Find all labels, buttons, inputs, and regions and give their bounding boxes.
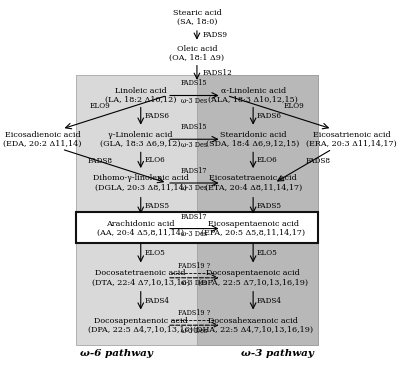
Text: Oleic acid
(OA, 18:1 Δ9): Oleic acid (OA, 18:1 Δ9) bbox=[169, 45, 224, 62]
Text: ELO5: ELO5 bbox=[257, 249, 277, 257]
Text: ω-3 Des: ω-3 Des bbox=[181, 141, 208, 149]
Text: FADS19 ?: FADS19 ? bbox=[178, 309, 210, 317]
Text: Eicosatetraenoic acid
(ETA, 20:4 Δ8,11,14,17): Eicosatetraenoic acid (ETA, 20:4 Δ8,11,1… bbox=[204, 175, 302, 191]
Text: FADS17: FADS17 bbox=[181, 213, 208, 221]
Text: FADS4: FADS4 bbox=[144, 296, 169, 305]
Text: Arachidonic acid
(AA, 20:4 Δ5,8,11,14): Arachidonic acid (AA, 20:4 Δ5,8,11,14) bbox=[97, 220, 184, 237]
Text: FADS12: FADS12 bbox=[202, 69, 232, 77]
Text: Docosapentaenoic acid
(DPA, 22:5 Δ4,7,10,13,16): Docosapentaenoic acid (DPA, 22:5 Δ4,7,10… bbox=[88, 317, 193, 334]
Text: FADS8: FADS8 bbox=[88, 157, 113, 165]
Text: FADS6: FADS6 bbox=[144, 112, 169, 120]
Text: FADS15: FADS15 bbox=[181, 79, 208, 87]
Text: ω-3 Des: ω-3 Des bbox=[181, 184, 208, 193]
Text: Docosapentaenoic acid
(DPA, 22:5 Δ7,10,13,16,19): Docosapentaenoic acid (DPA, 22:5 Δ7,10,1… bbox=[198, 269, 308, 287]
Text: Eicosadienoic acid
(EDA, 20:2 Δ11,14): Eicosadienoic acid (EDA, 20:2 Δ11,14) bbox=[3, 131, 82, 148]
Bar bbox=[76, 212, 318, 243]
Text: Stearidonic acid
(SDA, 18:4 Δ6,9,12,15): Stearidonic acid (SDA, 18:4 Δ6,9,12,15) bbox=[206, 131, 300, 148]
Text: ω-6 pathway: ω-6 pathway bbox=[80, 349, 153, 358]
Text: Stearic acid
(SA, 18:0): Stearic acid (SA, 18:0) bbox=[172, 8, 221, 26]
Text: Linoleic acid
(LA, 18:2 Δ10,12): Linoleic acid (LA, 18:2 Δ10,12) bbox=[105, 87, 176, 104]
Text: ω-3 Des: ω-3 Des bbox=[181, 279, 208, 287]
Text: ELO6: ELO6 bbox=[144, 156, 165, 164]
Text: ω-3 Des: ω-3 Des bbox=[181, 327, 208, 335]
Text: ω-3 Des: ω-3 Des bbox=[181, 97, 208, 105]
Text: ELO6: ELO6 bbox=[257, 156, 277, 164]
Text: ELO9: ELO9 bbox=[283, 102, 304, 110]
Text: FADS5: FADS5 bbox=[257, 202, 282, 210]
Text: FADS9: FADS9 bbox=[202, 31, 227, 39]
Text: Docosahexaenoic acid
(DHA, 22:5 Δ4,7,10,13,16,19): Docosahexaenoic acid (DHA, 22:5 Δ4,7,10,… bbox=[193, 317, 313, 334]
Text: FADS15: FADS15 bbox=[181, 123, 208, 131]
Text: FADS5: FADS5 bbox=[144, 202, 169, 210]
Bar bbox=[76, 75, 318, 345]
Text: Dihomo-γ-linolenic acid
(DGLA, 20:3 Δ8,11,14): Dihomo-γ-linolenic acid (DGLA, 20:3 Δ8,1… bbox=[93, 175, 189, 191]
Text: ω-3 pathway: ω-3 pathway bbox=[241, 349, 314, 358]
Text: α-Linolenic acid
(ALA, 18:3 Δ10,12,15): α-Linolenic acid (ALA, 18:3 Δ10,12,15) bbox=[208, 87, 298, 104]
Text: ω-3 Des: ω-3 Des bbox=[181, 230, 208, 238]
Text: FADS19 ?: FADS19 ? bbox=[178, 262, 210, 270]
Text: ELO9: ELO9 bbox=[90, 102, 111, 110]
Text: ELO5: ELO5 bbox=[144, 249, 165, 257]
Text: Eicosapentaenoic acid
(EPA, 20:5 Δ5,8,11,14,17): Eicosapentaenoic acid (EPA, 20:5 Δ5,8,11… bbox=[201, 220, 305, 237]
Text: FADS4: FADS4 bbox=[257, 296, 282, 305]
Text: Docosatetraenoic acid
(DTA, 22:4 Δ7,10,13,16): Docosatetraenoic acid (DTA, 22:4 Δ7,10,1… bbox=[92, 269, 190, 287]
Text: FADS8: FADS8 bbox=[306, 157, 330, 165]
Bar bbox=[197, 75, 318, 345]
Text: FADS6: FADS6 bbox=[257, 112, 282, 120]
Text: γ-Linolenic acid
(GLA, 18:3 Δ6,9,12): γ-Linolenic acid (GLA, 18:3 Δ6,9,12) bbox=[100, 131, 181, 148]
Text: FADS17: FADS17 bbox=[181, 167, 208, 175]
Text: Eicosatrienoic acid
(ERA, 20:3 Δ11,14,17): Eicosatrienoic acid (ERA, 20:3 Δ11,14,17… bbox=[306, 131, 397, 148]
